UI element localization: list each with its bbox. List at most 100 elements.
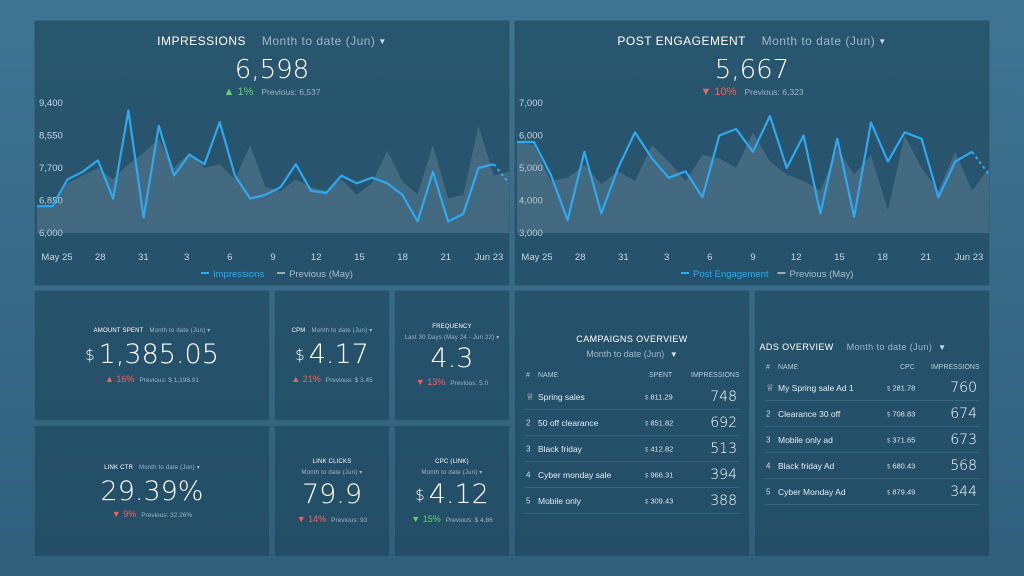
table-row[interactable]: 5 Mobile only $309.43 388 bbox=[525, 488, 739, 514]
row-impressions: 344 bbox=[950, 483, 977, 500]
link-clicks-period-select[interactable]: Month to date (Jun) ▾ bbox=[275, 469, 389, 476]
cpc-link-period: Month to date (Jun) bbox=[421, 470, 478, 476]
row-impressions: 568 bbox=[950, 457, 977, 474]
x-tick-label: 3 bbox=[664, 252, 669, 263]
y-tick-label: 7,700 bbox=[39, 163, 63, 174]
y-tick-label: 5,000 bbox=[519, 163, 543, 174]
arrow-down-icon: ▼ bbox=[296, 514, 306, 524]
row-name: Black friday Ad bbox=[778, 460, 835, 471]
row-amount-value: 680.43 bbox=[892, 461, 916, 470]
legend-label-current: Impressions bbox=[213, 269, 264, 280]
cpc-link-previous: Previous: $ 4.86 bbox=[445, 517, 493, 524]
cpc-link-value: 4.12 bbox=[428, 479, 489, 510]
table-row[interactable]: ♕ Spring sales $811.29 748 bbox=[525, 384, 739, 410]
row-amount-value: 811.29 bbox=[650, 392, 673, 401]
legend-label-current: Post Engagement bbox=[693, 269, 769, 280]
amount-spent-value-line: $1,385.05 bbox=[35, 339, 269, 370]
engagement-period-select[interactable]: Month to date (Jun) ▼ bbox=[762, 34, 887, 48]
current-series-projection bbox=[971, 151, 990, 176]
table-row[interactable]: 2 Clearance 30 off $708.83 674 bbox=[765, 401, 979, 427]
campaigns-col-impressions: IMPRESSIONS bbox=[691, 372, 740, 379]
frequency-delta: ▼ 13% Previous: 5.0 bbox=[395, 377, 509, 387]
cpm-period: Month to date (Jun) bbox=[311, 328, 368, 334]
amount-spent-currency: $ bbox=[85, 346, 95, 364]
campaigns-period-select[interactable]: Month to date (Jun) ▼ bbox=[515, 349, 749, 359]
row-amount: $680.43 bbox=[887, 461, 915, 470]
engagement-panel: POST ENGAGEMENT Month to date (Jun) ▼ 5,6… bbox=[514, 20, 990, 286]
chart-legend[interactable]: Post Engagement Previous (May) bbox=[681, 269, 853, 280]
campaigns-panel: CAMPAIGNS OVERVIEW Month to date (Jun) ▼… bbox=[514, 290, 750, 557]
chart-legend[interactable]: Impressions Previous (May) bbox=[201, 269, 353, 280]
link-ctr-header: LINK CTR Month to date (Jun) ▾ bbox=[35, 464, 269, 471]
cpc-link-delta: ▼ 15% Previous: $ 4.86 bbox=[395, 514, 509, 524]
link-ctr-value: 29.39% bbox=[100, 476, 204, 507]
ads-col-name: NAME bbox=[778, 364, 799, 371]
row-rank: 3 bbox=[526, 444, 531, 453]
x-tick-label: 6 bbox=[707, 252, 712, 263]
current-series-line bbox=[37, 109, 495, 223]
x-tick-label: Jun 23 bbox=[955, 252, 984, 263]
link-ctr-period-select[interactable]: Month to date (Jun) ▾ bbox=[139, 465, 200, 471]
row-name: Mobile only ad bbox=[778, 434, 833, 445]
y-tick-label: 9,400 bbox=[39, 98, 63, 109]
link-clicks-period: Month to date (Jun) bbox=[301, 470, 358, 476]
cpm-previous: Previous: $ 3.45 bbox=[325, 377, 373, 384]
x-tick-label: 9 bbox=[270, 252, 275, 263]
amount-spent-value: 1,385.05 bbox=[98, 339, 219, 370]
arrow-down-icon: ▼ bbox=[415, 377, 425, 387]
arrow-down-icon: ▼ bbox=[111, 509, 121, 519]
link-ctr-previous: Previous: 32.26% bbox=[141, 512, 193, 519]
cpc-link-period-select[interactable]: Month to date (Jun) ▾ bbox=[395, 469, 509, 476]
row-rank: 3 bbox=[766, 435, 771, 444]
table-row[interactable]: 3 Mobile only ad $371.65 673 bbox=[765, 427, 979, 453]
chevron-down-icon: ▾ bbox=[496, 335, 500, 341]
row-name: Cyber monday sale bbox=[538, 469, 612, 480]
arrow-down-icon: ▼ bbox=[411, 514, 421, 524]
arrow-down-icon: ▼ bbox=[700, 86, 712, 98]
cpm-period-select[interactable]: Month to date (Jun) ▾ bbox=[311, 328, 373, 334]
arrow-up-icon: ▲ bbox=[291, 374, 301, 384]
x-tick-label: Jun 23 bbox=[475, 252, 504, 263]
row-amount-value: 851.82 bbox=[650, 418, 674, 427]
cpm-header: CPM Month to date (Jun) ▾ bbox=[275, 327, 389, 334]
ads-period-select[interactable]: Month to date (Jun) ▼ bbox=[847, 342, 947, 352]
impressions-value: 6,598 bbox=[234, 55, 310, 85]
engagement-period-label: Month to date (Jun) bbox=[761, 34, 876, 48]
table-row[interactable]: 4 Cyber monday sale $966.31 394 bbox=[525, 462, 739, 488]
row-amount: $412.82 bbox=[645, 444, 673, 453]
x-tick-label: 28 bbox=[575, 252, 586, 263]
link-clicks-previous: Previous: 93 bbox=[331, 517, 368, 524]
table-row[interactable]: 2 50 off clearance $851.82 692 bbox=[525, 410, 739, 436]
table-row[interactable]: ♕ My Spring sale Ad 1 $281.78 760 bbox=[765, 375, 979, 401]
table-row[interactable]: 3 Black friday $412.82 513 bbox=[525, 436, 739, 462]
row-impressions: 394 bbox=[710, 466, 737, 483]
ads-title: ADS OVERVIEW bbox=[759, 342, 834, 352]
cpc-link-label: CPC (LINK) bbox=[435, 459, 469, 465]
amount-spent-header: AMOUNT SPENT Month to date (Jun) ▾ bbox=[35, 327, 269, 334]
frequency-previous: Previous: 5.0 bbox=[450, 380, 489, 387]
engagement-delta-value: 10% bbox=[714, 86, 737, 98]
chevron-down-icon: ▼ bbox=[669, 350, 678, 360]
amount-spent-delta: ▲ 16% Previous: $ 1,198.91 bbox=[35, 374, 269, 384]
impressions-period-select[interactable]: Month to date (Jun) ▼ bbox=[262, 34, 387, 48]
row-name: My Spring sale Ad 1 bbox=[778, 382, 854, 393]
engagement-chart: 7,000 6,000 5,000 4,000 3,000 May 25 28 31 3 6 9 12… bbox=[517, 98, 990, 280]
x-tick-label: 15 bbox=[354, 252, 365, 263]
chevron-down-icon: ▼ bbox=[878, 37, 887, 47]
row-currency: $ bbox=[645, 421, 649, 427]
campaigns-period: Month to date (Jun) bbox=[586, 349, 665, 359]
frequency-period-select[interactable]: Last 30 Days (May 24 - Jun 22) ▾ bbox=[395, 334, 509, 341]
row-currency: $ bbox=[645, 499, 649, 505]
row-amount-value: 281.78 bbox=[892, 383, 916, 392]
current-series-line bbox=[517, 114, 973, 222]
table-row[interactable]: 4 Black friday Ad $680.43 568 bbox=[765, 453, 979, 479]
ads-col-cpc: CPC bbox=[900, 364, 915, 371]
table-row[interactable]: 5 Cyber Monday Ad $879.49 344 bbox=[765, 479, 979, 505]
y-tick-label: 3,000 bbox=[519, 228, 543, 239]
chevron-down-icon: ▼ bbox=[938, 343, 947, 353]
amount-spent-period-select[interactable]: Month to date (Jun) ▾ bbox=[149, 328, 211, 334]
x-tick-label: 15 bbox=[834, 252, 845, 263]
row-name: 50 off clearance bbox=[538, 417, 599, 428]
row-amount-value: 708.83 bbox=[892, 409, 916, 418]
arrow-up-icon: ▲ bbox=[104, 374, 114, 384]
